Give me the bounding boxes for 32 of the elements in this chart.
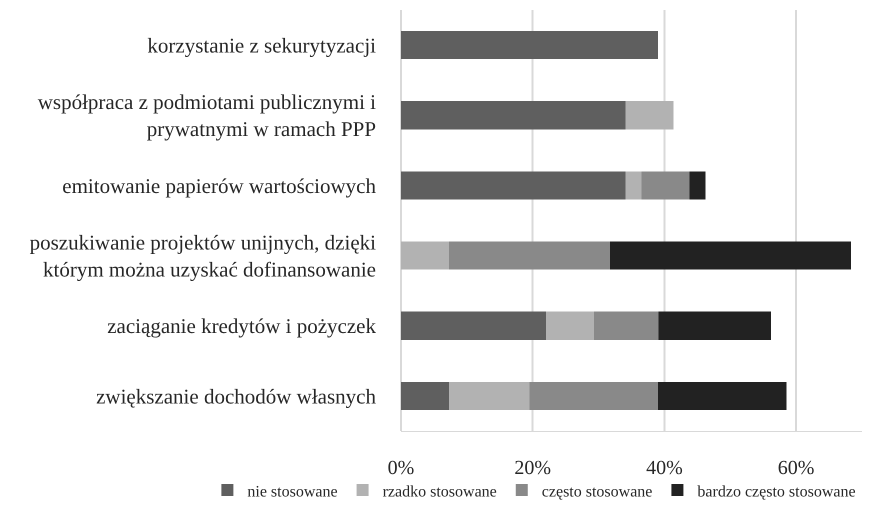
- y-tick-label: emitowanie papierów wartościowych: [62, 174, 376, 198]
- bar: [626, 101, 674, 130]
- bar: [401, 31, 658, 60]
- legend-label: rzadko stosowane: [382, 483, 497, 500]
- bar: [449, 382, 530, 410]
- x-tick-label: 20%: [514, 457, 552, 479]
- bar: [529, 382, 658, 410]
- x-tick-label: 40%: [646, 457, 683, 479]
- bar: [449, 242, 610, 270]
- y-tick-label: współpraca z podmiotami publicznymi i prywatnymi w ramach PPP: [38, 90, 376, 142]
- bar: [546, 312, 594, 340]
- bar: [610, 242, 851, 270]
- bar: [401, 382, 450, 410]
- bar: [594, 312, 658, 340]
- y-tick-label: zwiększanie dochodów własnych: [96, 384, 376, 408]
- bar: [626, 171, 642, 200]
- y-tick-label: korzystanie z sekurytyzacji: [147, 33, 376, 58]
- bar: [689, 171, 706, 200]
- bar: [401, 242, 450, 270]
- bar: [401, 101, 626, 130]
- x-tick-label: 0%: [388, 457, 414, 479]
- bar: [658, 312, 772, 340]
- bar: [401, 171, 626, 200]
- x-tick-label: 60%: [778, 457, 814, 479]
- bar: [401, 312, 546, 340]
- y-tick-label: poszukiwanie projektów unijnych, dzięki którym można uzyskać dofinansowanie: [30, 230, 376, 282]
- legend-label: bardzo często stosowane: [697, 483, 856, 500]
- bar: [641, 171, 690, 200]
- legend-label: często stosowane: [542, 483, 652, 500]
- legend-label: nie stosowane: [247, 483, 338, 500]
- bar: [658, 382, 786, 410]
- y-tick-label: zaciąganie kredytów i pożyczek: [107, 314, 376, 338]
